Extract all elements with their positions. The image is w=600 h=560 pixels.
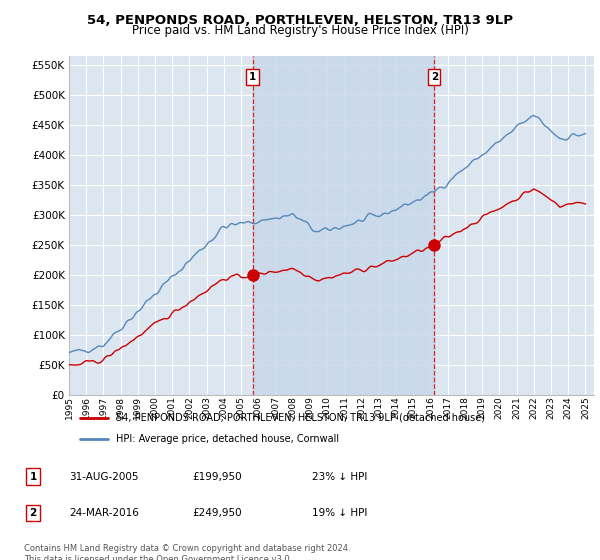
Text: 19% ↓ HPI: 19% ↓ HPI [312, 508, 367, 518]
Text: 23% ↓ HPI: 23% ↓ HPI [312, 472, 367, 482]
Text: £249,950: £249,950 [192, 508, 242, 518]
Text: 1: 1 [249, 72, 256, 82]
Text: 2: 2 [29, 508, 37, 518]
Text: HPI: Average price, detached house, Cornwall: HPI: Average price, detached house, Corn… [116, 435, 340, 444]
Text: 2: 2 [431, 72, 438, 82]
Text: 31-AUG-2005: 31-AUG-2005 [69, 472, 139, 482]
Bar [253, 56, 434, 395]
Text: 1: 1 [29, 472, 37, 482]
Text: £199,950: £199,950 [192, 472, 242, 482]
Text: Contains HM Land Registry data © Crown copyright and database right 2024.
This d: Contains HM Land Registry data © Crown c… [24, 544, 350, 560]
Text: 24-MAR-2016: 24-MAR-2016 [69, 508, 139, 518]
Text: 54, PENPONDS ROAD, PORTHLEVEN, HELSTON, TR13 9LP: 54, PENPONDS ROAD, PORTHLEVEN, HELSTON, … [87, 14, 513, 27]
Text: 54, PENPONDS ROAD, PORTHLEVEN, HELSTON, TR13 9LP (detached house): 54, PENPONDS ROAD, PORTHLEVEN, HELSTON, … [116, 413, 485, 423]
Text: Price paid vs. HM Land Registry's House Price Index (HPI): Price paid vs. HM Land Registry's House … [131, 24, 469, 37]
